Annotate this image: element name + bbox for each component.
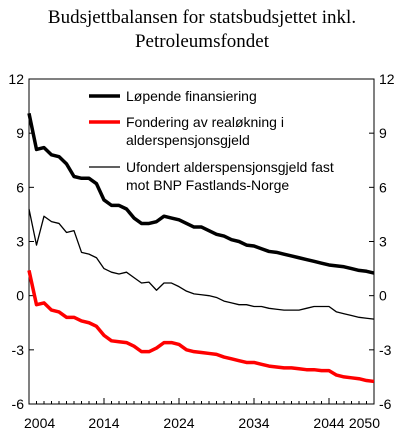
- y-tick-label-left: 12: [8, 71, 24, 87]
- chart-title: Budsjettbalansen for statsbudsjettet ink…: [0, 6, 404, 54]
- y-tick-label-left: -6: [12, 396, 25, 412]
- y-tick-label-right: 6: [379, 179, 387, 195]
- y-tick-label-right: -3: [379, 342, 392, 358]
- legend-label-3-line-1: Ufondert alderspensjonsgjeld fast: [126, 159, 334, 175]
- x-tick-label: 2050: [349, 415, 380, 431]
- series-line-3: [28, 208, 375, 320]
- axis-ticks: -6 -6 -3 -3 0 0 3 3 6 6 9 9 12 12 2004 2014 2024 2034 2044…: [8, 71, 394, 431]
- y-tick-label-left: 9: [16, 125, 24, 141]
- legend-label-2-line-2: alderspensjonsgjeld: [126, 132, 250, 148]
- series-group: [27, 112, 375, 384]
- y-tick-label-left: 0: [16, 288, 24, 304]
- legend: Løpende finansiering Fondering av realøkn…: [89, 88, 334, 193]
- legend-label-2-line-1: Fondering av realøkning i: [126, 114, 284, 130]
- series-line-1: [27, 112, 375, 275]
- y-tick-label-right: -6: [379, 396, 392, 412]
- legend-label-3-line-2: mot BNP Fastlands-Norge: [126, 177, 289, 193]
- y-tick-label-right: 12: [379, 71, 395, 87]
- chart-title-line-2: Petroleumsfondet: [134, 31, 270, 52]
- y-tick-label-right: 9: [379, 125, 387, 141]
- y-tick-label-left: 6: [16, 179, 24, 195]
- x-tick-label: 2024: [163, 415, 194, 431]
- series-line-2: [27, 270, 375, 384]
- x-tick-label: 2044: [313, 415, 344, 431]
- x-tick-label: 2004: [24, 415, 55, 431]
- x-tick-label: 2014: [88, 415, 119, 431]
- y-tick-label-right: 3: [379, 234, 387, 250]
- y-tick-label-right: 0: [379, 288, 387, 304]
- y-tick-label-left: 3: [16, 234, 24, 250]
- x-tick-label: 2034: [238, 415, 269, 431]
- chart-title-line-1: Budsjettbalansen for statsbudsjettet ink…: [47, 7, 357, 28]
- y-tick-label-left: -3: [12, 342, 25, 358]
- legend-label-1-line-1: Løpende finansiering: [126, 88, 257, 104]
